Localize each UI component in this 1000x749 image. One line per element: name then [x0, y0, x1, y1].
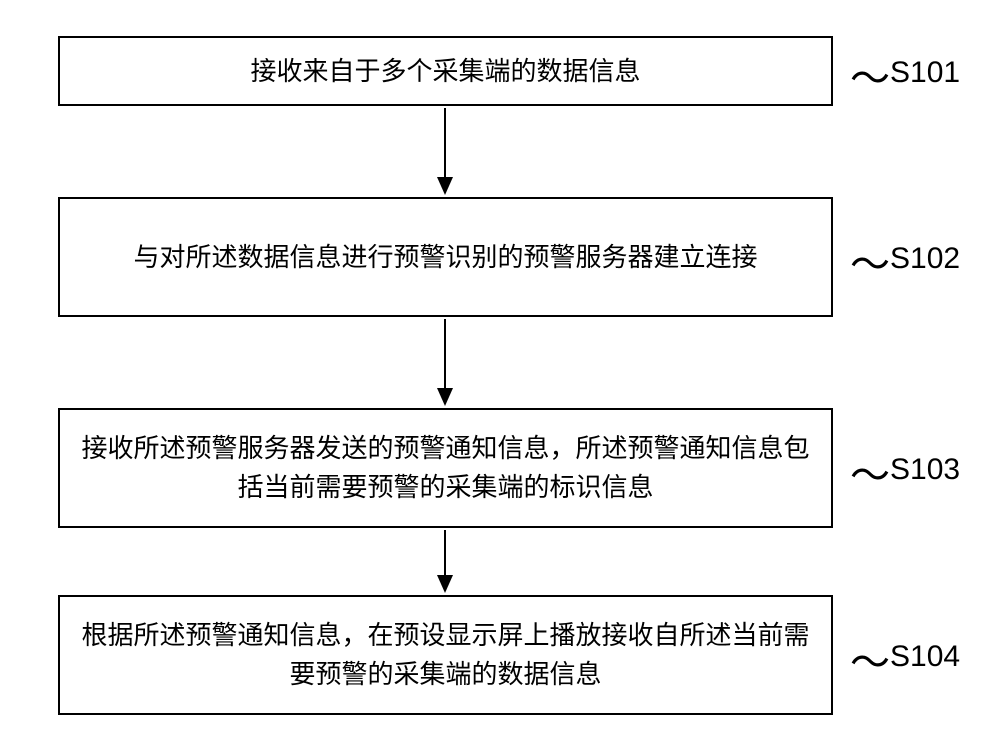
connector-tilde: ～ [850, 630, 890, 688]
flow-step-s101: 接收来自于多个采集端的数据信息 [58, 36, 833, 106]
flow-step-text: 与对所述数据信息进行预警识别的预警服务器建立连接 [133, 238, 757, 277]
connector-tilde: ～ [850, 443, 890, 501]
flow-step-s102: 与对所述数据信息进行预警识别的预警服务器建立连接 [58, 197, 833, 317]
step-label-s104: S104 [890, 640, 960, 674]
arrow-line [444, 319, 446, 390]
connector-tilde: ～ [850, 232, 890, 290]
connector-tilde: ～ [850, 46, 890, 104]
arrow-head [437, 177, 453, 195]
flow-step-text: 接收所述预警服务器发送的预警通知信息，所述预警通知信息包括当前需要预警的采集端的… [70, 429, 821, 507]
arrow-line [444, 108, 446, 179]
arrow-line [444, 530, 446, 577]
arrow-head [437, 388, 453, 406]
flow-step-s104: 根据所述预警通知信息，在预设显示屏上播放接收自所述当前需要预警的采集端的数据信息 [58, 595, 833, 715]
flow-step-text: 根据所述预警通知信息，在预设显示屏上播放接收自所述当前需要预警的采集端的数据信息 [70, 616, 821, 694]
arrow-head [437, 575, 453, 593]
flow-step-s103: 接收所述预警服务器发送的预警通知信息，所述预警通知信息包括当前需要预警的采集端的… [58, 408, 833, 528]
step-label-s102: S102 [890, 242, 960, 276]
flow-step-text: 接收来自于多个采集端的数据信息 [250, 52, 640, 91]
step-label-s101: S101 [890, 56, 960, 90]
step-label-s103: S103 [890, 453, 960, 487]
flowchart-canvas: 接收来自于多个采集端的数据信息与对所述数据信息进行预警识别的预警服务器建立连接接… [0, 0, 1000, 749]
